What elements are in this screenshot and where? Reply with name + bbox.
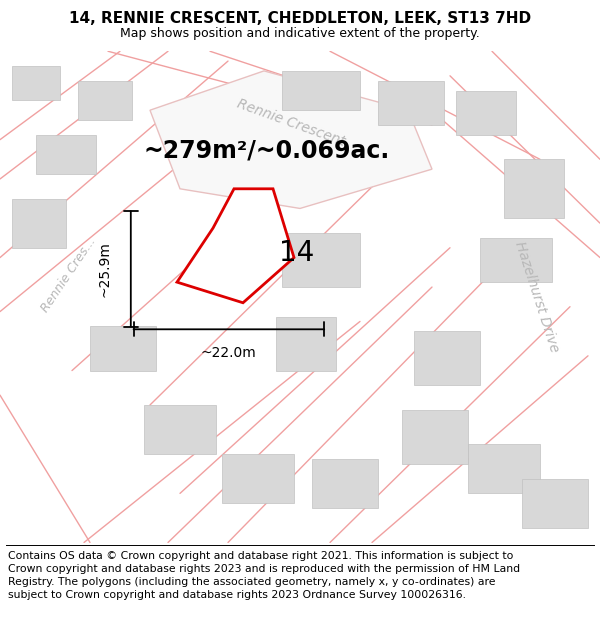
Polygon shape bbox=[144, 405, 216, 454]
Polygon shape bbox=[276, 316, 336, 371]
Polygon shape bbox=[90, 326, 156, 371]
Polygon shape bbox=[78, 81, 132, 120]
Polygon shape bbox=[414, 331, 480, 385]
Text: ~25.9m: ~25.9m bbox=[98, 241, 112, 297]
Text: Hazelhurst Drive: Hazelhurst Drive bbox=[512, 239, 562, 354]
Text: ~22.0m: ~22.0m bbox=[200, 346, 256, 360]
Text: ~279m²/~0.069ac.: ~279m²/~0.069ac. bbox=[144, 139, 390, 162]
Text: Rennie Crescent: Rennie Crescent bbox=[235, 96, 347, 149]
Polygon shape bbox=[36, 135, 96, 174]
Polygon shape bbox=[468, 444, 540, 493]
Polygon shape bbox=[282, 233, 360, 287]
Polygon shape bbox=[504, 159, 564, 218]
Polygon shape bbox=[378, 81, 444, 125]
Polygon shape bbox=[480, 238, 552, 282]
Polygon shape bbox=[12, 199, 66, 248]
Text: Map shows position and indicative extent of the property.: Map shows position and indicative extent… bbox=[120, 27, 480, 40]
Polygon shape bbox=[456, 91, 516, 135]
Polygon shape bbox=[177, 189, 294, 302]
Text: Rennie Cres...: Rennie Cres... bbox=[39, 235, 99, 314]
Polygon shape bbox=[282, 71, 360, 110]
Text: 14: 14 bbox=[280, 239, 314, 267]
Polygon shape bbox=[312, 459, 378, 508]
Polygon shape bbox=[522, 479, 588, 528]
Text: Contains OS data © Crown copyright and database right 2021. This information is : Contains OS data © Crown copyright and d… bbox=[8, 551, 520, 601]
Polygon shape bbox=[222, 454, 294, 503]
Polygon shape bbox=[402, 410, 468, 464]
Text: 14, RENNIE CRESCENT, CHEDDLETON, LEEK, ST13 7HD: 14, RENNIE CRESCENT, CHEDDLETON, LEEK, S… bbox=[69, 11, 531, 26]
Polygon shape bbox=[12, 66, 60, 101]
Polygon shape bbox=[150, 71, 432, 209]
